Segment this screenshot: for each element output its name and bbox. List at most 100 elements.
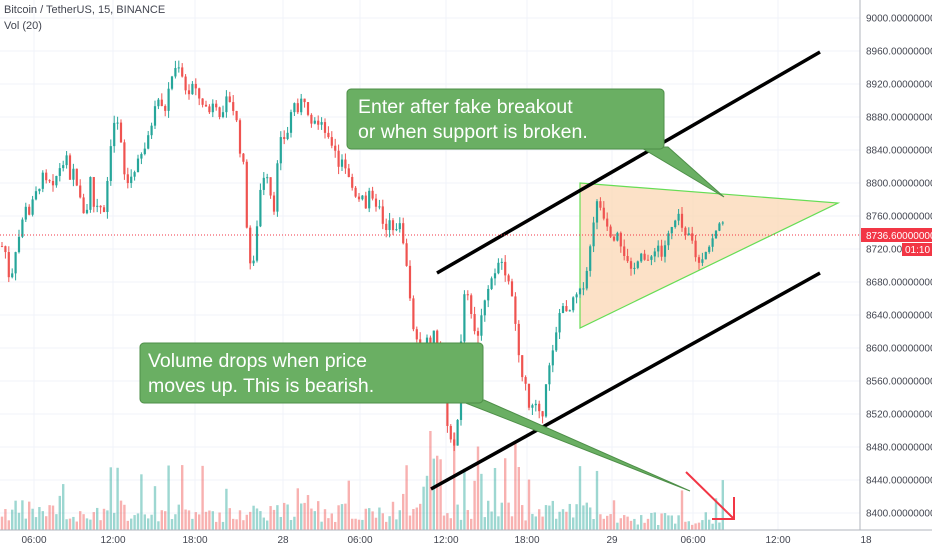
volume-bar <box>24 518 27 530</box>
candle-body <box>561 306 565 314</box>
volume-bar <box>371 511 374 530</box>
price-tick-label: 8680.00000000 <box>866 278 932 289</box>
candle-body <box>327 132 330 138</box>
volume-indicator-label[interactable]: Vol (20) <box>4 20 42 32</box>
volume-bar <box>357 519 361 530</box>
candle-body <box>691 233 694 241</box>
candle-body <box>170 76 174 89</box>
volume-bar <box>296 488 299 530</box>
candle-body <box>704 251 707 260</box>
volume-bar <box>228 508 231 530</box>
volume-bar <box>521 505 524 530</box>
volume-bar <box>238 510 242 530</box>
candle-body <box>374 198 378 207</box>
volume-bar <box>14 500 17 530</box>
candle-body <box>160 99 163 107</box>
candle-body <box>687 233 690 235</box>
candle-body <box>75 168 78 186</box>
volume-bar <box>266 520 269 530</box>
volume-bar <box>555 518 558 530</box>
candle-body <box>4 246 7 253</box>
candle-body <box>157 99 160 107</box>
candle-body <box>235 110 238 121</box>
volume-bar <box>517 467 520 530</box>
volume-bar <box>218 512 221 530</box>
candle-body <box>408 265 412 299</box>
candle-body <box>330 137 333 146</box>
candle-body <box>568 310 571 312</box>
candle-body <box>483 300 486 316</box>
symbol-title[interactable]: Bitcoin / TetherUS, 15, BINANCE <box>4 4 166 16</box>
volume-bar <box>527 479 531 530</box>
volume-bar <box>565 511 568 530</box>
candle-body <box>28 206 31 215</box>
top-note-line-2: or when support is broken. <box>358 121 588 143</box>
candle-body <box>582 288 585 290</box>
volume-bar <box>150 514 153 530</box>
volume-bar <box>82 514 85 530</box>
volume-bar <box>507 502 510 530</box>
volume-bar <box>201 465 204 530</box>
candle-body <box>466 294 469 296</box>
candle-body <box>279 137 282 164</box>
volume-bar <box>167 465 170 530</box>
price-tick-label: 8840.00000000 <box>866 146 932 157</box>
candle-body <box>412 298 415 330</box>
volume-bar <box>300 503 303 530</box>
candle-body <box>65 155 68 166</box>
candle-body <box>572 297 575 311</box>
volume-bar <box>7 520 10 530</box>
volume-bar <box>419 503 422 530</box>
candle-body <box>174 68 177 77</box>
volume-bar <box>385 521 388 530</box>
volume-bar <box>456 504 459 530</box>
candle-body <box>578 288 582 295</box>
candle-body <box>565 306 568 312</box>
volume-bar <box>75 521 78 530</box>
candle-body <box>232 102 235 111</box>
volume-bar <box>21 500 24 530</box>
volume-bar <box>606 515 609 530</box>
volume-bar <box>323 509 327 530</box>
price-tick-label: 8400.00000000 <box>866 509 932 520</box>
candle-body <box>714 230 718 239</box>
bottom-note-callout[interactable]: Volume drops when price moves up. This i… <box>139 342 691 492</box>
candle-body <box>106 180 109 212</box>
candle-body <box>306 102 310 115</box>
volume-bar <box>677 515 680 530</box>
candle-body <box>667 233 670 246</box>
volume-bar <box>388 516 391 530</box>
candle-body <box>194 83 197 89</box>
candle-body <box>592 222 595 247</box>
candle-body <box>293 103 296 113</box>
volume-bar <box>490 511 493 530</box>
triangle-pattern[interactable] <box>579 182 841 329</box>
top-note-callout[interactable]: Enter after fake breakout or when suppor… <box>346 88 725 198</box>
candle-body <box>680 213 684 228</box>
volume-bar <box>147 518 150 530</box>
channel-upper-line[interactable] <box>436 50 821 275</box>
candle-body <box>544 384 548 417</box>
candle-body <box>38 188 41 192</box>
candle-body <box>531 405 534 408</box>
price-scale[interactable]: 9000.00000000 8960.00000000 8920.00000000 8… <box>866 14 932 520</box>
volume-bar <box>714 498 718 530</box>
candle-body <box>24 206 27 220</box>
time-axis[interactable]: 06:00 12:00 18:00 28 06:00 12:00 18:00 29 06:00 1… <box>21 535 872 546</box>
candle-body <box>286 132 289 139</box>
price-tick-label: 8760.00000000 <box>866 212 932 223</box>
volume-bar <box>524 520 527 530</box>
bottom-note-line-1: Volume drops when price <box>148 350 367 372</box>
volume-bar <box>629 520 633 530</box>
volume-bar <box>500 502 503 530</box>
candle-body <box>663 245 667 257</box>
top-note-box <box>346 88 665 150</box>
candle-body <box>320 122 323 125</box>
volume-bar <box>364 508 367 530</box>
volume-bar <box>589 507 592 530</box>
channel-lower-line[interactable] <box>430 271 821 491</box>
candle-body <box>660 245 663 257</box>
candle-body <box>119 122 123 143</box>
candle-body <box>633 267 636 269</box>
